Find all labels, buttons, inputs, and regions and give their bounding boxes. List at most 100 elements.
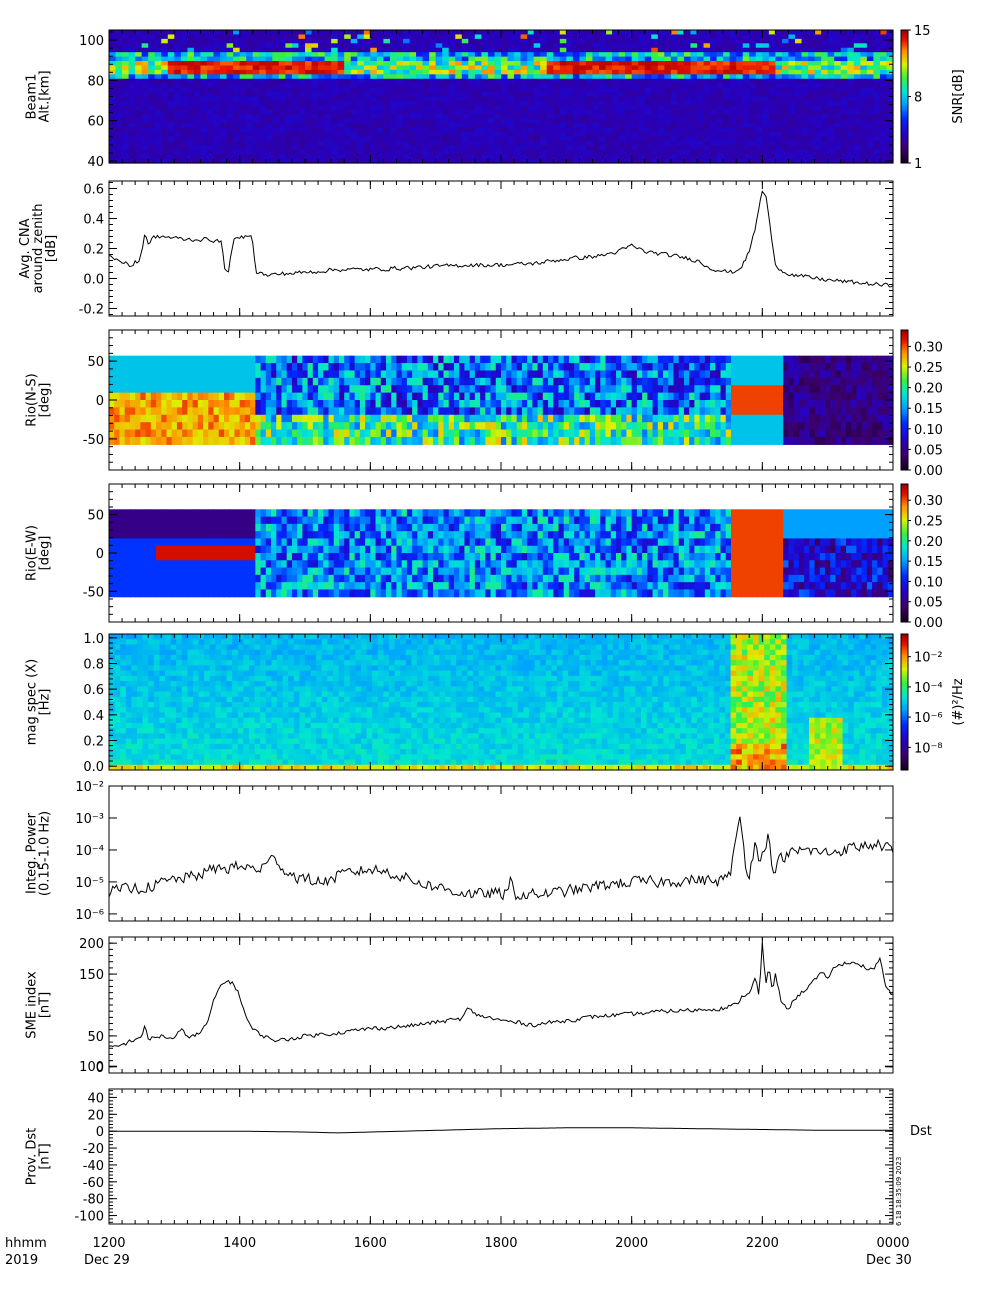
heatmap-cell	[417, 429, 424, 438]
heatmap-cell	[664, 149, 672, 155]
heatmap-cell	[357, 131, 365, 137]
heatmap-cell	[406, 407, 413, 416]
heatmap-cell	[435, 43, 443, 49]
heatmap-cell	[223, 414, 230, 423]
heatmap-cell	[860, 61, 868, 67]
heatmap-cell	[109, 145, 117, 151]
heatmap-cell	[795, 83, 803, 89]
heatmap-cell	[808, 83, 816, 89]
heatmap-cell	[527, 149, 535, 155]
heatmap-cell	[135, 34, 143, 40]
heatmap-cell	[572, 38, 580, 44]
heatmap-cell	[631, 52, 639, 58]
heatmap-cell	[775, 83, 783, 89]
heatmap-cell	[246, 118, 254, 124]
heatmap-cell	[448, 154, 456, 160]
heatmap-cell	[664, 56, 672, 62]
heatmap-cell	[193, 56, 202, 62]
heatmap-cell	[276, 385, 283, 394]
heatmap-cell	[487, 61, 496, 67]
heatmap-cell	[213, 363, 220, 372]
heatmap-cell	[386, 377, 392, 386]
heatmap-cell	[403, 47, 411, 53]
heatmap-cell	[403, 154, 411, 160]
heatmap-cell	[481, 109, 489, 115]
heatmap-cell	[814, 118, 822, 124]
heatmap-cell	[396, 118, 404, 124]
heatmap-cell	[448, 118, 456, 124]
heatmap-cell	[187, 114, 195, 120]
heatmap-cell	[490, 414, 497, 423]
heatmap-cell	[357, 34, 365, 40]
heatmap-cell	[866, 154, 874, 160]
heatmap-cell	[670, 123, 678, 129]
heatmap-cell	[821, 145, 829, 151]
heatmap-cell	[208, 422, 215, 431]
heatmap-cell	[391, 385, 398, 394]
heatmap-cell	[375, 385, 382, 394]
heatmap-cell	[298, 61, 306, 67]
heatmap-cell	[438, 377, 445, 386]
heatmap-cell	[579, 38, 587, 44]
heatmap-cell	[252, 109, 260, 115]
heatmap-cell	[768, 123, 776, 129]
heatmap-cell	[252, 118, 260, 124]
heatmap-cell	[533, 56, 541, 62]
heatmap-cell	[180, 158, 188, 164]
heatmap-cell	[729, 114, 737, 120]
heatmap-cell	[801, 78, 809, 84]
heatmap-cell	[354, 392, 361, 401]
heatmap-cell	[546, 87, 554, 93]
heatmap-cell	[453, 436, 460, 445]
heatmap-cell	[115, 100, 123, 106]
heatmap-cell	[331, 92, 339, 98]
heatmap-cell	[703, 149, 711, 155]
heatmap-cell	[749, 69, 757, 75]
heatmap-cell	[474, 61, 482, 67]
heatmap-cell	[349, 355, 356, 364]
heatmap-cell	[403, 136, 411, 142]
heatmap-cell	[252, 74, 260, 80]
heatmap-cell	[109, 92, 117, 98]
heatmap-cell	[749, 38, 757, 44]
heatmap-cell	[507, 100, 515, 106]
heatmap-cell	[533, 83, 541, 89]
heatmap-cell	[703, 34, 711, 40]
heatmap-cell	[474, 136, 482, 142]
heatmap-cell	[291, 34, 300, 40]
heatmap-cell	[239, 34, 247, 40]
heatmap-cell	[359, 422, 366, 431]
heatmap-cell	[821, 74, 829, 80]
heatmap-cell	[729, 140, 737, 146]
heatmap-cell	[259, 87, 267, 93]
heatmap-cell	[389, 158, 398, 164]
heatmap-cell	[585, 69, 594, 75]
heatmap-cell	[255, 363, 262, 372]
heatmap-cell	[481, 52, 489, 58]
heatmap-cell	[255, 400, 262, 408]
heatmap-cell	[278, 78, 286, 84]
heatmap-cell	[860, 96, 868, 102]
heatmap-cell	[180, 131, 188, 137]
heatmap-cell	[677, 30, 685, 36]
heatmap-cell	[396, 407, 403, 416]
heatmap-cell	[370, 118, 378, 124]
heatmap-cell	[520, 74, 528, 80]
heatmap-cell	[821, 78, 829, 84]
heatmap-cell	[559, 83, 567, 89]
heatmap-cell	[391, 436, 398, 445]
heatmap-cell	[375, 407, 382, 416]
heatmap-cell	[683, 118, 692, 124]
heatmap-cell	[208, 370, 215, 379]
heatmap-cell	[200, 43, 208, 49]
heatmap-cell	[154, 100, 162, 106]
heatmap-cell	[723, 100, 731, 106]
heatmap-cell	[442, 69, 450, 75]
heatmap-cell	[514, 100, 522, 106]
heatmap-cell	[840, 127, 848, 133]
heatmap-cell	[239, 100, 247, 106]
heatmap-cell	[416, 34, 424, 40]
heatmap-cell	[311, 114, 319, 120]
heatmap-cell	[350, 69, 358, 75]
heatmap-cell	[412, 355, 418, 364]
